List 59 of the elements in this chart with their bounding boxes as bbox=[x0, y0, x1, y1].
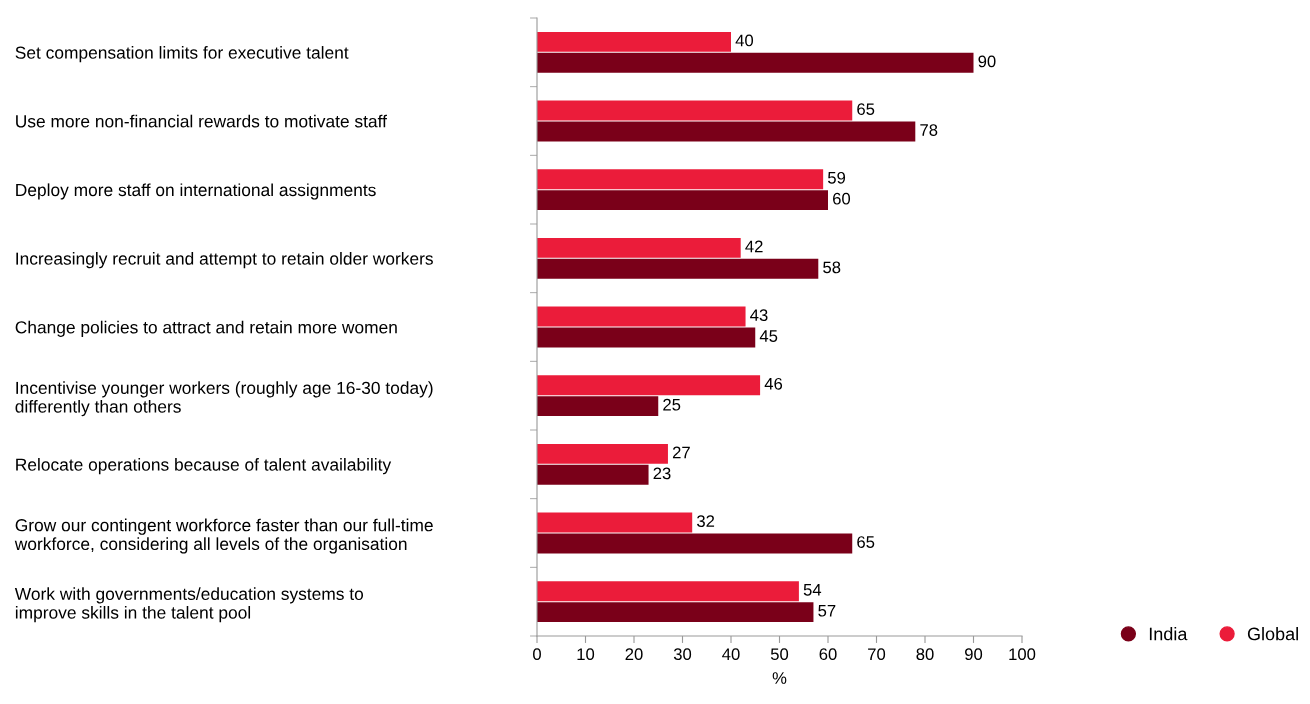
data-label: 27 bbox=[672, 446, 690, 459]
bar bbox=[537, 31, 731, 52]
data-label: 78 bbox=[920, 124, 938, 136]
data-label: 65 bbox=[857, 536, 875, 548]
x-tick-label: 50 bbox=[770, 648, 789, 661]
y-tick-label: Grow our contingent workforce faster than our full-time workforce, considering all levels of the organisation bbox=[14, 518, 433, 554]
y-tick-label: Use more non-financial rewards to motivate staff bbox=[16, 114, 387, 128]
bar bbox=[537, 121, 916, 142]
data-label: 43 bbox=[750, 309, 768, 322]
data-label: 57 bbox=[818, 604, 836, 617]
bar bbox=[537, 52, 974, 73]
y-tick-label: Set compensation limits for executive talent bbox=[15, 46, 349, 63]
bar bbox=[537, 464, 649, 485]
y-tick-label: Incentivise younger workers (roughly age 16-30 today) differently than others bbox=[15, 381, 433, 417]
y-tick-label: Increasingly recruit and attempt to retain older workers bbox=[16, 252, 433, 269]
bar bbox=[537, 581, 799, 602]
data-label: 32 bbox=[697, 515, 715, 528]
y-tick-label: Change policies to attract and retain more women bbox=[15, 320, 397, 337]
legend-label: Global bbox=[1247, 627, 1298, 641]
y-tick-label: Work with governments/education systems to improve skills in the talent pool bbox=[14, 587, 364, 623]
data-label: 90 bbox=[978, 55, 996, 68]
data-label: 54 bbox=[803, 584, 822, 596]
x-tick-label: 0 bbox=[533, 648, 541, 661]
x-tick-label: 80 bbox=[916, 648, 934, 661]
x-tick-label: 40 bbox=[722, 648, 740, 661]
data-label: 25 bbox=[663, 398, 681, 411]
data-label: 60 bbox=[833, 192, 851, 205]
bar bbox=[537, 396, 659, 417]
x-axis-title: % bbox=[772, 672, 787, 684]
bar bbox=[537, 443, 668, 464]
x-tick-label: 60 bbox=[819, 648, 837, 661]
bar bbox=[537, 306, 746, 327]
data-label: 58 bbox=[823, 261, 841, 274]
x-tick-label: 100 bbox=[1009, 648, 1036, 661]
bar bbox=[537, 375, 761, 396]
bar bbox=[537, 169, 824, 190]
data-label: 42 bbox=[745, 240, 763, 253]
bar bbox=[537, 258, 819, 279]
data-label: 59 bbox=[827, 171, 846, 184]
bar bbox=[537, 100, 853, 121]
data-label: 45 bbox=[759, 330, 778, 342]
x-tick-label: 20 bbox=[625, 648, 643, 661]
x-tick-label: 70 bbox=[868, 648, 886, 661]
y-tick-label: Deploy more staff on international assignments bbox=[16, 183, 376, 200]
bar bbox=[537, 512, 693, 533]
data-label: 40 bbox=[735, 34, 754, 47]
data-label: 46 bbox=[764, 377, 783, 390]
data-label: 23 bbox=[653, 467, 671, 480]
x-tick-label: 90 bbox=[965, 648, 983, 661]
x-tick-label: 30 bbox=[673, 648, 692, 661]
legend-label: India bbox=[1149, 627, 1188, 641]
bar bbox=[537, 190, 828, 211]
bar bbox=[537, 533, 853, 554]
y-tick-label: Relocate operations because of talent availability bbox=[16, 458, 392, 475]
bar bbox=[537, 237, 741, 258]
x-tick-label: 10 bbox=[577, 648, 595, 661]
data-label: 65 bbox=[857, 103, 875, 116]
bar bbox=[537, 602, 814, 623]
bar bbox=[537, 327, 756, 348]
